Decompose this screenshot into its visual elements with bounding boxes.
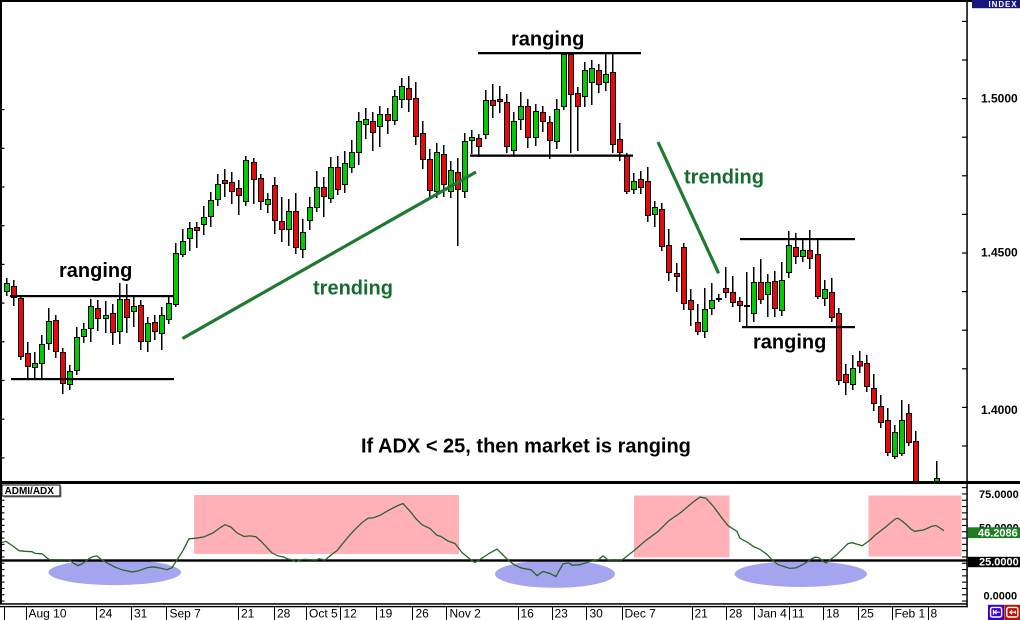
svg-text:ADMI/ADX: ADMI/ADX <box>5 486 55 497</box>
svg-text:28: 28 <box>277 607 291 620</box>
svg-text:Sep 7: Sep 7 <box>170 607 202 620</box>
svg-text:ranging: ranging <box>753 332 826 354</box>
svg-text:28: 28 <box>729 607 743 620</box>
svg-text:11: 11 <box>792 607 805 620</box>
svg-text:1.4000: 1.4000 <box>981 403 1018 417</box>
svg-text:23: 23 <box>555 607 569 620</box>
svg-text:If ADX < 25, then market is ra: If ADX < 25, then market is ranging <box>361 436 691 458</box>
svg-text:30: 30 <box>590 607 604 620</box>
svg-text:18: 18 <box>826 607 840 620</box>
svg-text:Nov 2: Nov 2 <box>450 607 482 620</box>
svg-text:Oct 5: Oct 5 <box>309 607 338 620</box>
svg-text:26: 26 <box>416 607 430 620</box>
svg-text:46.2086: 46.2086 <box>978 527 1018 539</box>
svg-text:8: 8 <box>931 607 938 620</box>
svg-text:1.5000: 1.5000 <box>981 92 1018 106</box>
svg-text:19: 19 <box>379 607 393 620</box>
svg-text:24: 24 <box>99 607 113 620</box>
svg-text:Dec 7: Dec 7 <box>625 607 657 620</box>
svg-text:21: 21 <box>695 607 709 620</box>
svg-text:25: 25 <box>861 607 875 620</box>
svg-text:12: 12 <box>344 607 358 620</box>
svg-text:25.0000: 25.0000 <box>979 557 1019 569</box>
svg-text:75.0000: 75.0000 <box>979 489 1019 501</box>
svg-text:trending: trending <box>313 278 393 300</box>
svg-text:31: 31 <box>134 607 148 620</box>
svg-text:INDEX: INDEX <box>989 0 1018 9</box>
svg-text:21: 21 <box>241 607 255 620</box>
svg-text:16: 16 <box>521 607 535 620</box>
svg-text:ranging: ranging <box>59 260 132 282</box>
svg-text:trending: trending <box>684 167 764 189</box>
svg-text:Aug 10: Aug 10 <box>29 607 67 620</box>
svg-text:ranging: ranging <box>511 29 584 51</box>
svg-text:0.0000: 0.0000 <box>984 590 1018 602</box>
svg-text:Jan 4: Jan 4 <box>758 607 788 620</box>
svg-text:Feb 1: Feb 1 <box>895 607 926 620</box>
svg-text:1.4500: 1.4500 <box>981 246 1018 260</box>
